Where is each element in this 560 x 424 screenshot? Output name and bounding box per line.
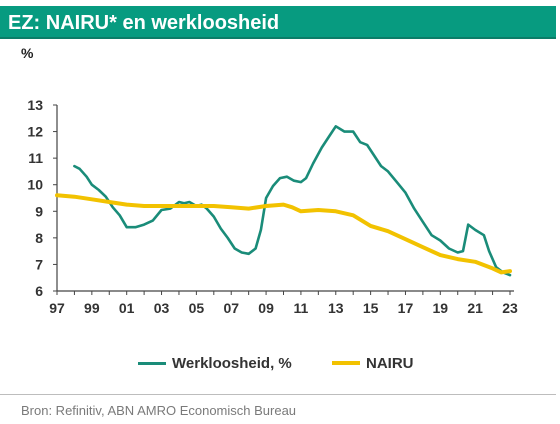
legend-item-werkloosheid: Werkloosheid, % [138,352,292,374]
y-tick-label: 9 [35,203,43,219]
x-tick-label: 99 [84,300,100,316]
y-tick-label: 10 [27,177,43,193]
x-tick-label: 01 [119,300,135,316]
x-tick-label: 17 [398,300,414,316]
y-tick-label: 6 [35,283,43,299]
x-tick-label: 15 [363,300,379,316]
legend-swatch-werkloosheid [138,361,166,365]
werkloosheid-line [73,125,512,277]
legend-item-nairu: NAIRU [332,352,414,374]
y-axis-unit-label: % [21,45,34,61]
y-tick-label: 8 [35,230,43,246]
legend: Werkloosheid, % NAIRU [0,352,560,374]
x-tick-label: 21 [467,300,483,316]
x-tick-label: 07 [223,300,239,316]
chart-series [55,125,512,277]
legend-label-nairu: NAIRU [366,354,414,372]
y-tick-label: 13 [27,97,43,113]
x-tick-label: 19 [433,300,449,316]
y-tick-label: 7 [35,256,43,272]
x-tick-label: 97 [49,300,65,316]
x-tick-label: 03 [154,300,170,316]
legend-label-werkloosheid: Werkloosheid, % [172,354,292,372]
source-divider [0,394,556,395]
nairu-line [55,193,512,275]
legend-swatch-nairu [332,361,360,365]
chart-title: EZ: NAIRU* en werkloosheid [8,12,280,34]
y-tick-label: 11 [28,150,43,166]
x-tick-label: 11 [294,300,309,316]
x-tick-label: 23 [502,300,518,316]
x-tick-label: 05 [189,300,205,316]
x-tick-label: 09 [258,300,274,316]
x-tick-label: 13 [328,300,344,316]
title-bar: EZ: NAIRU* en werkloosheid [0,6,556,39]
chart-axes: 6 7 8 9 10 11 12 13 97 99 01 03 05 07 09 11 13 15 17 19 21 23 [27,97,518,316]
y-tick-label: 12 [27,124,43,140]
source-note: Bron: Refinitiv, ABN AMRO Economisch Bur… [21,403,297,418]
